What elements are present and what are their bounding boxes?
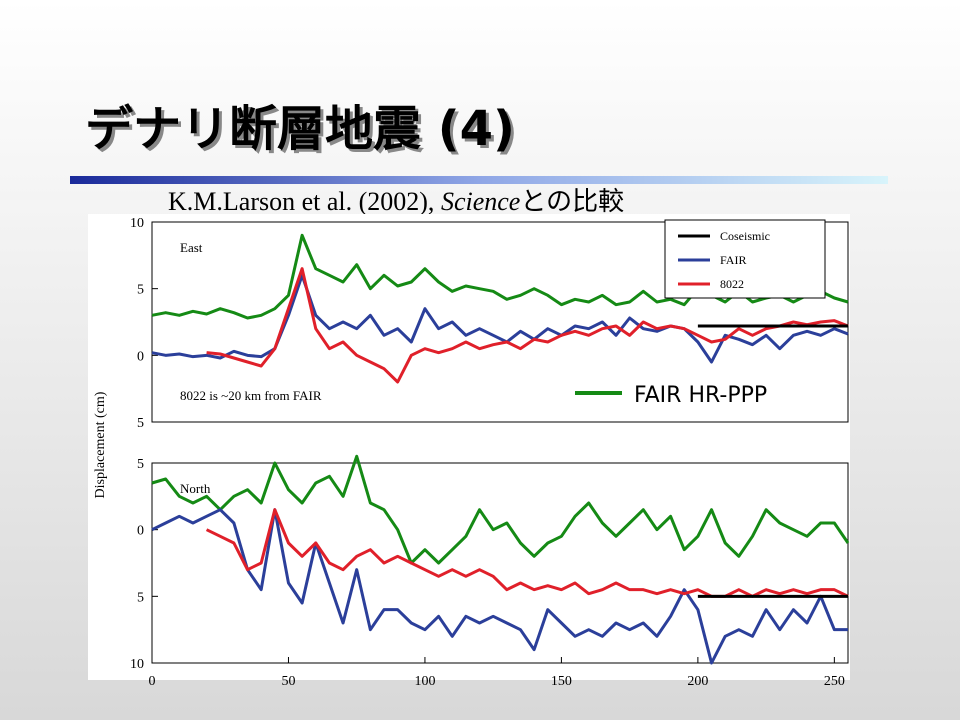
y-tick-label: 5 <box>137 590 144 605</box>
plot-frame <box>151 221 849 423</box>
line <box>205 508 849 598</box>
x-tick-label: 50 <box>281 674 295 689</box>
subtitle-part: との比較 <box>520 187 624 217</box>
y-tick-label: 0 <box>137 349 144 364</box>
title: デナリ断層地震 (4) <box>85 101 515 157</box>
y-tick-label: 10 <box>130 657 144 672</box>
legend-label: Coseismic <box>720 229 770 243</box>
y-tick-label: 0 <box>137 524 144 539</box>
x-tick-label: 200 <box>687 674 708 689</box>
legend-label: 8022 <box>720 277 744 291</box>
line <box>151 273 849 364</box>
x-tick-label: 150 <box>551 674 572 689</box>
x-tick-label: 250 <box>824 674 845 689</box>
legend-label: FAIR <box>720 253 746 267</box>
subtitle-part: K.M.Larson et al. (2002), <box>168 187 441 216</box>
plot-frame <box>151 462 849 664</box>
line <box>151 508 848 665</box>
line <box>151 454 850 565</box>
subtitle: K.M.Larson et al. (2002), Scienceとの比較 <box>168 187 624 217</box>
y-tick-label: 5 <box>137 416 144 431</box>
y-tick-label: 5 <box>137 457 144 472</box>
y-tick-label: 5 <box>137 283 144 298</box>
title-bar <box>70 176 888 184</box>
line <box>206 267 849 384</box>
title-shadow: デナリ断層地震 (4) <box>88 104 518 160</box>
y-axis-label: Displacement (cm) <box>93 391 108 498</box>
panel-label: East <box>180 240 203 255</box>
legend-label: FAIR HR-PPP <box>634 383 767 408</box>
x-tick-label: 100 <box>414 674 435 689</box>
panel-label: North <box>180 481 211 496</box>
annotation: 8022 is ~20 km from FAIR <box>180 388 322 403</box>
subtitle-part: Science <box>441 187 520 216</box>
y-tick-label: 10 <box>130 216 144 231</box>
x-tick-label: 0 <box>149 674 156 689</box>
